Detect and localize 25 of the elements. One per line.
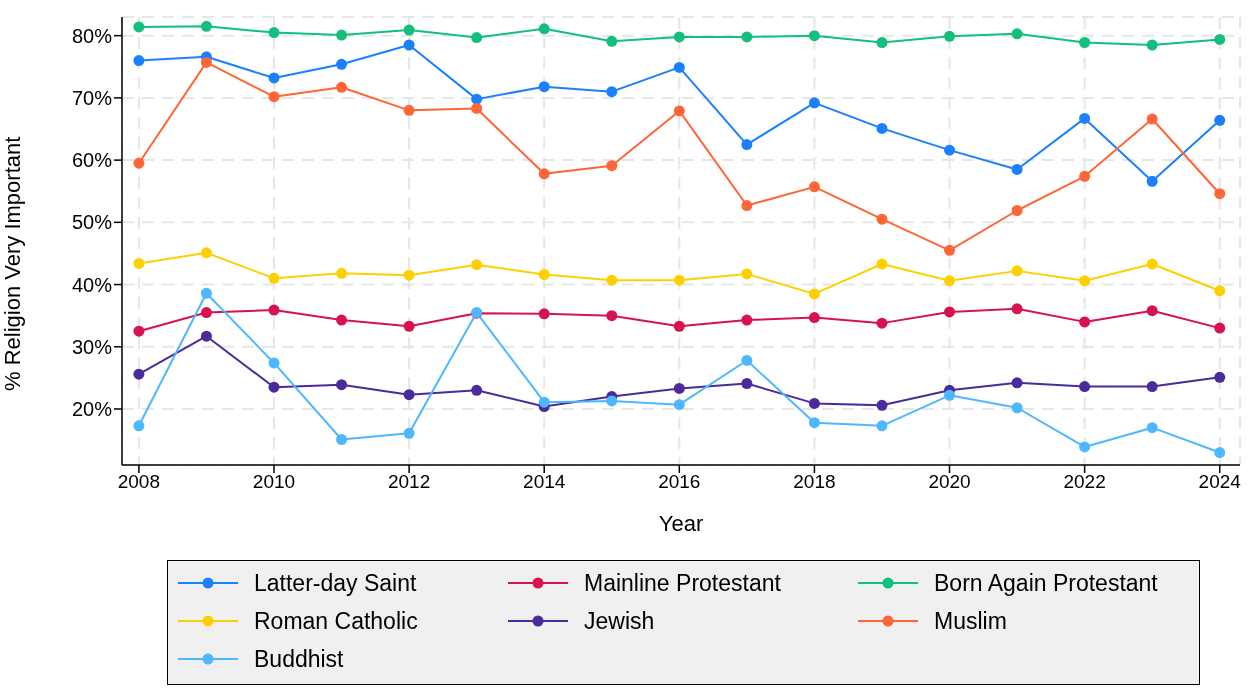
legend-label: Muslim: [934, 607, 1007, 635]
y-tick-label: 20%: [71, 398, 113, 421]
legend-label: Born Again Protestant: [934, 569, 1158, 597]
y-tick-label: 80%: [71, 24, 113, 47]
x-tick-label: 2018: [793, 471, 836, 493]
legend-label: Buddhist: [254, 645, 344, 673]
y-axis-title: % Religion Very Important: [0, 136, 25, 391]
legend-label: Roman Catholic: [254, 607, 418, 635]
x-tick-label: 2010: [252, 471, 296, 493]
y-tick-label: 50%: [71, 211, 113, 234]
x-tick-label: 2020: [928, 471, 971, 493]
x-tick-label: 2014: [523, 471, 566, 493]
y-tick-label: 40%: [71, 273, 113, 296]
legend-label: Jewish: [584, 607, 655, 635]
x-tick-label: 2008: [117, 471, 161, 493]
x-tick-label: 2022: [1063, 471, 1106, 493]
y-tick-label: 70%: [71, 86, 113, 109]
x-tick-label: 2016: [658, 471, 701, 493]
legend-label: Mainline Protestant: [584, 569, 781, 597]
y-tick-label: 60%: [71, 149, 113, 172]
x-tick-label: 2024: [1198, 471, 1242, 493]
x-axis-title: Year: [658, 511, 704, 536]
legend-label: Latter-day Saint: [254, 569, 417, 597]
y-tick-label: 30%: [71, 335, 113, 358]
x-tick-label: 2012: [387, 471, 431, 493]
